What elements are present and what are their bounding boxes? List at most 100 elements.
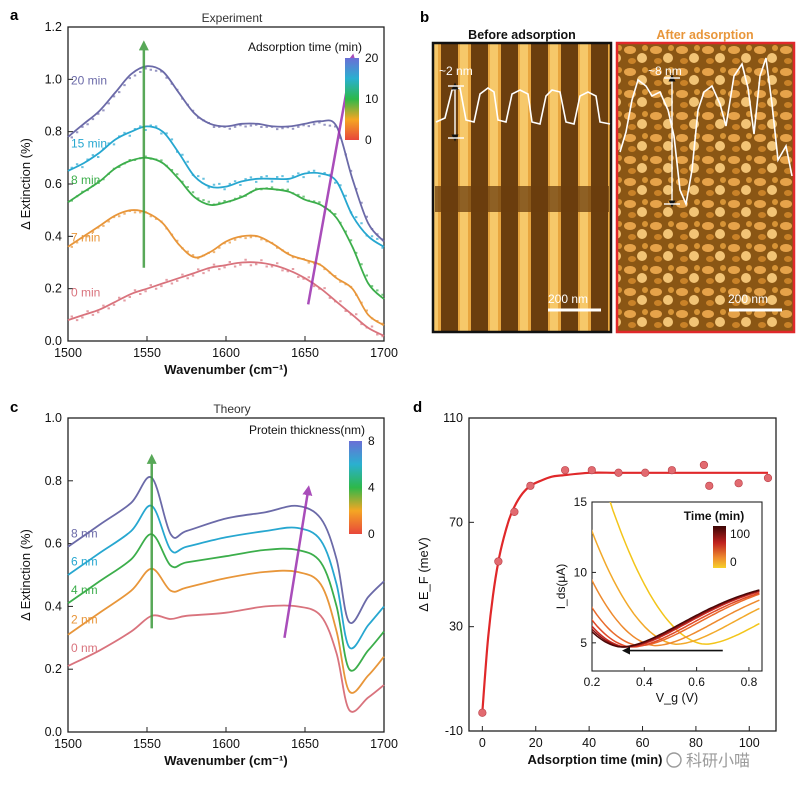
series-line — [67, 567, 385, 694]
y-tick-label: 0.6 — [45, 537, 62, 551]
afm-after-height-label: ~8 nm — [648, 64, 682, 78]
x-axis-label: Adsorption time (min) — [527, 752, 662, 767]
y-tick-label: 0.0 — [45, 725, 62, 739]
series-label: 0 min — [71, 286, 100, 300]
series-datapoints — [70, 210, 384, 325]
x-tick-label: 80 — [689, 736, 703, 750]
inset-legend-colorbar — [713, 526, 726, 568]
y-axis-label: Δ Extinction (%) — [18, 138, 33, 230]
x-tick-label: 1700 — [370, 346, 398, 360]
colorbar — [345, 58, 359, 140]
inset-legend-tick: 100 — [730, 527, 750, 541]
data-point — [510, 507, 519, 517]
data-point — [763, 473, 773, 483]
x-tick-label: 40 — [582, 736, 596, 750]
plot-frame — [67, 417, 385, 733]
series-label: 7 min — [71, 231, 100, 245]
data-point — [478, 708, 487, 717]
inset-y-label: I_ds(μA) — [554, 564, 568, 610]
y-tick-label: 30 — [449, 620, 463, 634]
x-tick-label: 1550 — [133, 346, 161, 360]
y-axis-label: Δ E_F (meV) — [416, 537, 431, 611]
data-point — [667, 466, 676, 475]
series-label: 15 min — [71, 136, 107, 150]
colorbar-title: Adsorption time (min) — [248, 40, 362, 54]
afm-before-band — [435, 186, 609, 212]
afm-after-profile — [619, 57, 793, 207]
afm-before-height-label: ~2 nm — [439, 64, 473, 78]
data-point — [526, 481, 535, 490]
colorbar — [349, 441, 362, 534]
y-axis-label: Δ Extinction (%) — [18, 529, 33, 621]
inset-legend-tick: 0 — [730, 555, 737, 569]
trend-arrow-purple — [283, 485, 313, 638]
watermark-text: 科研小喵 — [686, 752, 750, 770]
series-line — [67, 504, 385, 650]
transfer-curve — [609, 502, 760, 645]
series-label: 6 nm — [71, 555, 98, 569]
y-tick-label: 0.8 — [45, 125, 62, 139]
panel-label-b: b — [420, 9, 429, 26]
x-axis-label: Wavenumber (cm⁻¹) — [164, 362, 287, 377]
data-point — [614, 468, 623, 477]
inset-x-tick-label: 0.8 — [741, 675, 758, 689]
watermark: 科研小喵 — [666, 752, 750, 770]
x-tick-label: 1600 — [212, 346, 240, 360]
x-tick-label: 1650 — [291, 737, 319, 751]
series-line — [67, 476, 385, 625]
afm-before-scale-label: 200 nm — [548, 292, 588, 306]
afm-after-title: After adsorption — [656, 28, 753, 42]
inset-legend-title: Time (min) — [684, 509, 744, 523]
data-point — [734, 479, 743, 488]
x-tick-label: 1500 — [54, 346, 82, 360]
series-label: 2 nm — [71, 613, 98, 627]
series-line — [67, 604, 385, 713]
inset-transfer-curves: 0.2 0.4 0.6 0.8 5 10 15 V_g (V) I_ds(μA) Time (mi… — [554, 495, 763, 705]
y-tick-label: 0.4 — [45, 229, 62, 243]
data-point — [705, 481, 714, 490]
chart-c-theory: 1500 1550 1600 1650 1700 0.0 0.2 0.4 0.6 0.8 1.0 Wa… — [18, 402, 398, 768]
y-tick-label: 1.0 — [45, 72, 62, 86]
y-tick-label: -10 — [445, 724, 463, 738]
data-point — [699, 460, 709, 470]
transfer-curve — [592, 593, 760, 647]
series-label: 8 nm — [71, 526, 98, 540]
x-tick-label: 1650 — [291, 346, 319, 360]
series-label: 20 min — [71, 74, 107, 88]
series-label: 8 min — [71, 173, 100, 187]
transfer-curve — [592, 529, 760, 645]
transfer-curve — [592, 589, 760, 648]
series-line — [67, 65, 385, 243]
inset-curves — [592, 502, 760, 648]
x-tick-label: 1550 — [133, 737, 161, 751]
series-line — [67, 261, 385, 337]
afm-images: Before adsorption ~2 nm 200 nm After ads… — [431, 28, 796, 334]
y-tick-label: 70 — [449, 515, 463, 529]
data-point — [494, 557, 503, 566]
inset-x-tick-label: 0.2 — [584, 675, 601, 689]
colorbar-tick-label: 20 — [365, 51, 379, 65]
y-tick-label: 0.2 — [45, 282, 62, 296]
inset-x-label: V_g (V) — [656, 691, 698, 705]
data-point — [641, 468, 650, 477]
series-line — [67, 156, 385, 300]
afm-after-frame — [615, 41, 796, 334]
afm-before-title: Before adsorption — [468, 28, 576, 42]
afm-after-panel: After adsorption ~8 nm 200 nm — [615, 28, 796, 334]
chart-title: Theory — [213, 402, 250, 416]
y-tick-label: 0.6 — [45, 177, 62, 191]
colorbar-tick-label: 0 — [365, 133, 372, 147]
y-tick-label: 110 — [443, 411, 463, 425]
transfer-curve — [592, 589, 760, 648]
y-tick-label: 0.0 — [45, 334, 62, 348]
chart-a-experiment: 1500 1550 1600 1650 1700 0.0 0.2 0.4 0.6 0.8 1.0 1.… — [18, 11, 398, 377]
inset-y-tick-label: 15 — [574, 495, 588, 509]
watermark-icon — [666, 752, 682, 768]
panel-label-a: a — [10, 7, 19, 24]
transfer-curve — [592, 592, 760, 648]
colorbar-tick-label: 8 — [368, 434, 375, 448]
series-line — [67, 533, 385, 672]
afm-after-scale-label: 200 nm — [728, 292, 768, 306]
series-label: 0 nm — [71, 641, 98, 655]
